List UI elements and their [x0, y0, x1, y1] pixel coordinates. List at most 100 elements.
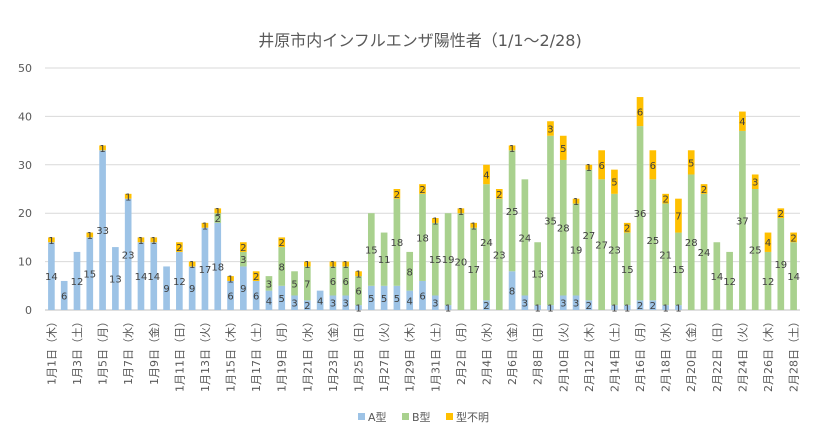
x-tick-label: 2月14日（土）	[608, 316, 621, 392]
data-label-U: 2	[253, 272, 259, 283]
bar-A	[112, 247, 119, 310]
bar-A	[278, 285, 286, 310]
data-label-A: 15	[83, 270, 96, 281]
data-label-A: 9	[189, 284, 195, 295]
bar-A	[176, 251, 183, 310]
bar-U	[790, 232, 797, 243]
data-label-B: 36	[634, 209, 647, 220]
bar-U	[751, 174, 759, 189]
x-tick-label: 1月29日（木）	[404, 316, 417, 392]
bar-A	[585, 300, 593, 310]
bar-U	[662, 193, 669, 204]
x-tick-label: 2月20日（金）	[684, 316, 698, 392]
bar-B	[547, 135, 554, 306]
data-label-A: 17	[199, 265, 212, 276]
x-tick-label: 2月18日（水）	[660, 316, 673, 392]
data-label-U: 1	[509, 144, 515, 155]
data-label-A: 1	[547, 304, 553, 315]
data-label-B: 14	[710, 272, 723, 283]
bar-A	[483, 300, 490, 310]
bar-U	[611, 169, 618, 194]
bar-U	[508, 145, 516, 151]
x-tick-label: 2月8日（日）	[532, 316, 545, 385]
bar-A	[559, 295, 567, 310]
data-label-U: 2	[394, 190, 400, 201]
x-tick-label: 1月19日（月）	[276, 316, 289, 392]
bar-A	[99, 150, 106, 310]
bar-U	[636, 97, 644, 127]
bar-A	[304, 300, 311, 310]
data-label-A: 5	[279, 294, 285, 305]
bar-B	[585, 169, 593, 301]
data-label-A: 3	[573, 299, 579, 310]
bar-B	[278, 247, 286, 286]
data-label-A: 6	[227, 291, 233, 302]
data-label-B: 2	[215, 214, 221, 225]
data-label-U: 4	[483, 170, 489, 181]
bar-series	[48, 97, 797, 310]
bar-B	[457, 213, 465, 310]
data-label-B: 18	[416, 233, 429, 244]
data-label-U: 4	[739, 117, 745, 128]
data-label-U: 2	[176, 243, 182, 254]
data-label-U: 4	[765, 238, 771, 249]
bar-B	[751, 189, 759, 310]
data-label-B: 6	[355, 287, 361, 298]
data-label-U: 1	[87, 231, 93, 242]
data-label-B: 25	[506, 207, 519, 218]
data-label-B: 13	[531, 270, 544, 281]
bar-B	[380, 232, 388, 286]
data-label-B: 8	[407, 267, 413, 278]
data-label-B: 15	[672, 265, 685, 276]
data-label-B: 17	[467, 265, 480, 276]
data-label-U: 1	[355, 270, 361, 281]
bar-U	[393, 189, 401, 199]
data-label-A: 6	[419, 291, 425, 302]
bar-B	[726, 251, 733, 310]
data-label-B: 11	[378, 255, 391, 266]
data-label-U: 5	[611, 178, 617, 189]
data-label-A: 1	[534, 304, 540, 315]
bar-U	[137, 237, 145, 243]
bar-A	[150, 242, 158, 310]
data-label-B: 28	[557, 224, 570, 235]
data-label-B: 12	[762, 277, 775, 288]
bar-B	[265, 276, 273, 291]
bar-U	[201, 222, 209, 228]
bar-B	[572, 203, 580, 296]
bar-U	[649, 150, 657, 180]
data-label-U: 2	[419, 185, 425, 196]
data-label-U: 2	[496, 190, 502, 201]
bar-U	[700, 184, 708, 194]
bar-U	[483, 164, 490, 185]
bar-U	[739, 111, 746, 131]
data-label-B: 5	[291, 279, 297, 290]
bar-B	[419, 193, 426, 281]
data-label-B: 6	[330, 277, 336, 288]
data-label-A: 14	[45, 272, 58, 283]
bar-B	[342, 266, 350, 296]
data-label-B: 24	[698, 248, 711, 259]
bar-A	[201, 227, 209, 310]
data-label-A: 1	[355, 304, 361, 315]
data-label-U: 1	[432, 216, 438, 227]
bar-U	[227, 276, 234, 281]
bar-B	[777, 218, 785, 310]
bar-U	[457, 208, 465, 214]
data-label-B: 8	[279, 262, 285, 273]
data-label-B: 18	[391, 238, 404, 249]
bar-B	[662, 203, 669, 306]
data-label-B: 37	[736, 216, 749, 227]
data-label-U: 6	[637, 108, 643, 119]
data-label-A: 2	[483, 301, 489, 312]
data-label-A: 2	[586, 301, 592, 312]
bar-B	[214, 213, 222, 223]
data-label-U: 1	[586, 163, 592, 174]
bar-A	[675, 305, 682, 310]
bar-A	[227, 280, 234, 310]
data-label-A: 18	[211, 262, 224, 273]
bar-B	[495, 198, 503, 310]
bar-U	[342, 261, 350, 267]
